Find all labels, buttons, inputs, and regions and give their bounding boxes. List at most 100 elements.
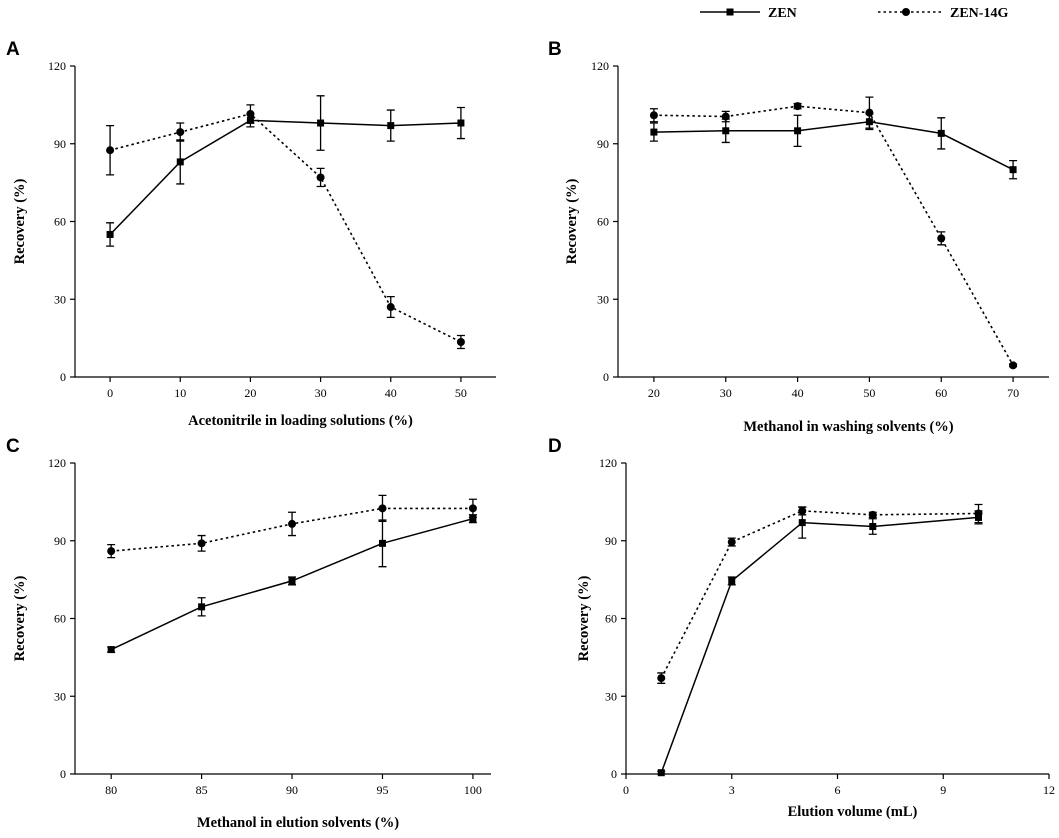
panel-letter-b: B — [548, 39, 562, 60]
data-point-a-zen14g-1 — [176, 128, 185, 137]
data-point-d-zen14g-4 — [974, 509, 983, 518]
y-axis-label-b: Recovery (%) — [564, 178, 580, 264]
x-tick-label-b-30: 30 — [720, 386, 732, 400]
x-tick-label-c-90: 90 — [286, 783, 298, 797]
data-point-d-zen-2 — [798, 519, 806, 527]
data-point-b-zen14g-5 — [1009, 361, 1018, 370]
data-point-b-zen14g-3 — [865, 108, 874, 117]
data-point-b-zen-4 — [937, 129, 945, 137]
data-point-a-zen-5 — [457, 119, 465, 127]
x-tick-label-c-85: 85 — [196, 783, 208, 797]
data-point-b-zen-1 — [722, 127, 730, 135]
data-point-d-zen14g-3 — [868, 510, 877, 519]
y-tick-label-c-60: 60 — [54, 612, 66, 626]
y-tick-label-c-0: 0 — [60, 767, 66, 781]
data-point-a-zen14g-5 — [456, 338, 465, 347]
data-point-d-zen14g-0 — [657, 674, 666, 683]
series-line-d-zen14g — [660, 510, 979, 679]
data-point-c-zen14g-0 — [107, 547, 116, 556]
data-point-c-zen14g-1 — [197, 539, 206, 548]
panel-letter-c: C — [6, 436, 20, 457]
x-tick-label-b-20: 20 — [648, 386, 660, 400]
y-tick-label-a-0: 0 — [60, 370, 66, 384]
y-tick-label-d-60: 60 — [605, 612, 617, 626]
x-tick-label-d-12: 12 — [1043, 783, 1055, 797]
data-point-a-zen-3 — [317, 119, 325, 127]
data-point-a-zen-0 — [106, 230, 114, 238]
data-point-b-zen14g-2 — [793, 102, 802, 111]
panel-a: A 0 30 60 90 120 0 10 20 30 40 50 Acetonitrile in lo… — [6, 39, 496, 429]
y-tick-label-b-90: 90 — [597, 137, 609, 151]
data-point-a-zen-4 — [387, 122, 395, 130]
axes-a — [74, 66, 496, 378]
y-tick-label-b-120: 120 — [591, 59, 609, 73]
series-line-b-zen — [653, 120, 1014, 171]
data-point-c-zen14g-3 — [378, 504, 387, 513]
y-tick-label-a-30: 30 — [54, 292, 66, 306]
x-axis-label-d: Elution volume (mL) — [788, 804, 918, 820]
legend-label-zen: ZEN — [768, 6, 797, 21]
x-tick-label-d-6: 6 — [835, 783, 841, 797]
y-tick-label-d-90: 90 — [605, 534, 617, 548]
data-point-b-zen14g-0 — [649, 111, 658, 120]
x-axis-label-c: Methanol in elution solvents (%) — [197, 815, 399, 831]
series-line-a-zen14g — [109, 113, 462, 343]
data-point-b-zen-5 — [1009, 166, 1017, 174]
x-tick-label-b-70: 70 — [1007, 386, 1019, 400]
y-tick-label-c-90: 90 — [54, 534, 66, 548]
data-point-c-zen-3 — [378, 539, 386, 547]
data-point-b-zen14g-1 — [721, 112, 730, 121]
data-point-d-zen14g-1 — [727, 538, 736, 547]
data-point-d-zen14g-2 — [798, 506, 807, 515]
panel-letter-a: A — [6, 39, 20, 60]
data-point-c-zen-0 — [107, 646, 115, 654]
data-point-a-zen14g-3 — [316, 173, 325, 182]
x-tick-label-b-40: 40 — [792, 386, 804, 400]
x-tick-label-a-0: 0 — [107, 386, 113, 400]
data-point-a-zen14g-2 — [246, 109, 255, 118]
x-axis-label-a: Acetonitrile in loading solutions (%) — [188, 413, 413, 429]
x-tick-label-b-50: 50 — [863, 386, 875, 400]
data-point-c-zen14g-2 — [288, 519, 297, 528]
legend-marker-zen14g — [902, 8, 910, 16]
y-tick-label-d-30: 30 — [605, 689, 617, 703]
y-axis-label-d: Recovery (%) — [576, 575, 592, 661]
data-point-c-zen-4 — [469, 515, 477, 523]
y-axis-label-c: Recovery (%) — [12, 575, 28, 661]
data-point-d-zen-1 — [728, 577, 736, 585]
x-tick-label-d-3: 3 — [729, 783, 735, 797]
panel-b: B 0 30 60 90 120 20 30 40 50 60 70 Methanol in washi… — [548, 39, 1049, 435]
data-point-a-zen14g-4 — [386, 303, 395, 312]
x-tick-label-a-50: 50 — [455, 386, 467, 400]
data-point-b-zen14g-4 — [937, 234, 946, 243]
y-tick-label-b-30: 30 — [597, 292, 609, 306]
data-point-a-zen-1 — [176, 158, 184, 166]
x-tick-label-b-60: 60 — [935, 386, 947, 400]
axes-b — [617, 66, 1049, 378]
data-point-d-zen-3 — [869, 522, 877, 530]
data-point-a-zen14g-0 — [106, 146, 115, 155]
axes-c — [74, 463, 491, 775]
legend-label-zen14g: ZEN-14G — [950, 6, 1008, 21]
series-line-a-zen — [109, 119, 461, 236]
x-tick-label-d-0: 0 — [623, 783, 629, 797]
series-line-d-zen — [660, 516, 979, 773]
data-point-c-zen14g-4 — [468, 504, 477, 513]
y-tick-label-b-0: 0 — [603, 370, 609, 384]
data-point-c-zen-1 — [198, 603, 206, 611]
series-line-b-zen14g — [653, 105, 1014, 366]
y-tick-label-a-60: 60 — [54, 215, 66, 229]
panel-c: C 0 30 60 90 120 80 85 90 95 100 Methanol in elutio… — [6, 436, 491, 831]
x-tick-label-c-80: 80 — [105, 783, 117, 797]
y-tick-label-c-30: 30 — [54, 689, 66, 703]
x-tick-label-a-30: 30 — [315, 386, 327, 400]
y-tick-label-d-120: 120 — [599, 456, 617, 470]
panel-d: D 0 30 60 90 120 0 3 6 9 12 Elution volume (mL) Reco… — [548, 436, 1055, 820]
x-tick-label-a-40: 40 — [385, 386, 397, 400]
data-point-d-zen-0 — [657, 769, 665, 777]
y-tick-label-b-60: 60 — [597, 215, 609, 229]
legend-marker-zen — [726, 8, 734, 16]
x-tick-label-c-95: 95 — [376, 783, 388, 797]
data-point-b-zen-0 — [650, 128, 658, 136]
panel-letter-d: D — [548, 436, 562, 457]
